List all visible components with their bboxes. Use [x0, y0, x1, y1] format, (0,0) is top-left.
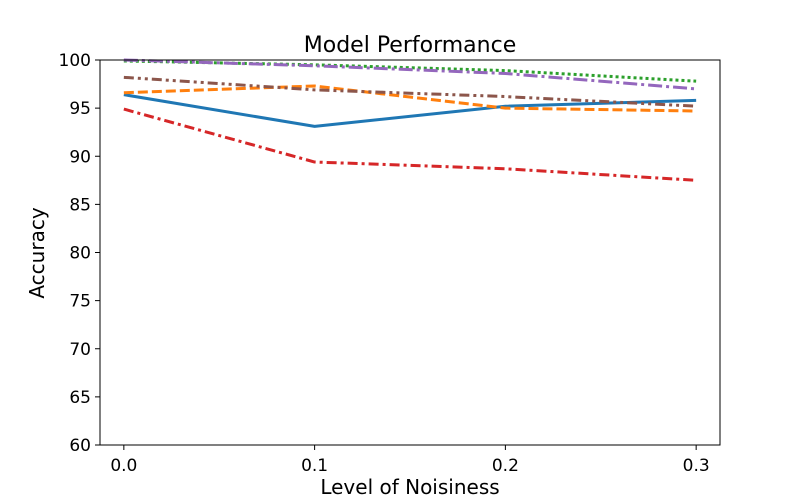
y-tick-label: 65 [69, 388, 91, 408]
series-line-2 [123, 84, 697, 113]
x-axis-ticks: 0.0 0.1 0.2 0.3 [110, 445, 710, 476]
x-tick-label: 0.1 [301, 456, 328, 476]
series-line-4 [123, 107, 697, 182]
y-axis-label: Accuracy [25, 207, 49, 298]
series-line-5 [123, 58, 697, 91]
y-tick-label: 60 [69, 436, 91, 456]
y-axis-ticks: 60 65 70 75 80 85 90 95 100 [59, 51, 100, 456]
y-tick-label: 90 [69, 147, 91, 167]
y-tick-label: 85 [69, 195, 91, 215]
y-tick-label: 75 [69, 292, 91, 312]
series-line-1 [123, 93, 697, 128]
y-tick-label: 70 [69, 340, 91, 360]
y-tick-label: 80 [69, 244, 91, 264]
plot-lines [123, 58, 697, 182]
chart-title: Model Performance [304, 33, 516, 58]
y-tick-label: 95 [69, 99, 91, 119]
x-tick-label: 0.3 [683, 456, 710, 476]
x-axis-label: Level of Noisiness [320, 475, 499, 499]
y-tick-label: 100 [59, 51, 91, 71]
series-line-6 [123, 75, 697, 108]
x-tick-label: 0.0 [110, 456, 137, 476]
x-tick-label: 0.2 [492, 456, 519, 476]
